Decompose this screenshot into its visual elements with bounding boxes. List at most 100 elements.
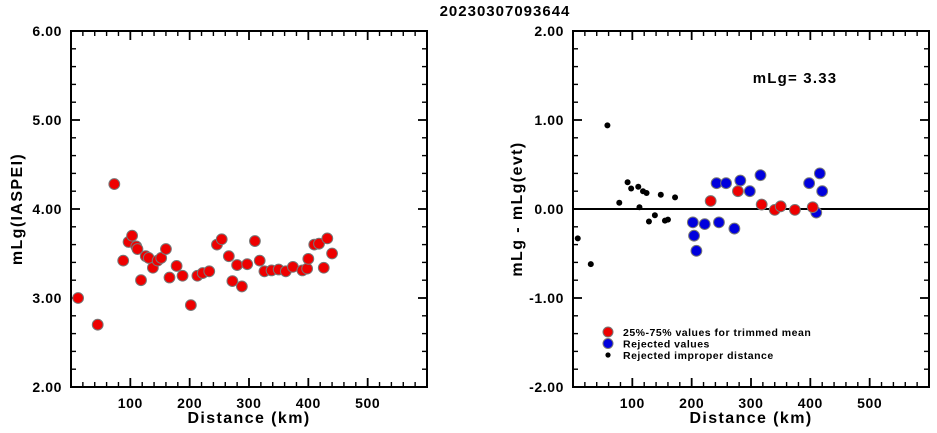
legend-label: Rejected improper distance	[623, 350, 774, 362]
data-point	[203, 265, 216, 278]
data-point	[253, 254, 266, 267]
data-point	[176, 269, 189, 282]
legend-marker	[605, 352, 611, 358]
right-panel-tick-labels: 100 200 300 400 500 -2.00 -1.00 0.00 1.00 2.00	[529, 23, 882, 411]
right-x-axis-label: Distance (km)	[689, 410, 812, 427]
data-point	[774, 200, 787, 213]
data-point	[587, 261, 594, 268]
y-tick-label: 5.00	[32, 112, 62, 128]
x-tick-label: 500	[355, 395, 380, 411]
left-panel-ticks	[70, 30, 428, 388]
left-panel: 100 200 300 400 500 2.00 3.00 4.00 5.00 6.00 Dist…	[9, 23, 428, 427]
left-y-axis-label: mLg(IASPEI)	[9, 153, 26, 265]
y-tick-label: 4.00	[32, 201, 62, 217]
data-point	[688, 229, 700, 242]
data-point	[704, 195, 717, 207]
data-point	[226, 275, 239, 287]
data-point	[616, 199, 623, 206]
data-point	[690, 244, 703, 257]
data-point	[160, 243, 172, 255]
x-tick-label: 100	[620, 395, 645, 411]
data-point	[326, 247, 338, 260]
data-point	[91, 318, 104, 331]
y-tick-label: 2.00	[32, 379, 62, 395]
data-point	[743, 185, 756, 198]
left-panel-data-points	[72, 178, 338, 331]
data-point	[672, 194, 679, 201]
data-point	[163, 271, 176, 284]
data-point	[313, 237, 325, 250]
y-tick-label: 2.00	[534, 23, 564, 39]
right-y-axis-label: mLg - mLg(evt)	[509, 141, 526, 276]
x-tick-label: 300	[738, 395, 763, 411]
data-point	[713, 216, 725, 229]
data-point	[803, 177, 816, 190]
data-point	[643, 189, 650, 196]
data-point	[734, 174, 747, 187]
data-point	[249, 235, 261, 247]
data-point	[222, 250, 235, 263]
y-tick-label: 1.00	[534, 112, 564, 128]
data-point	[624, 179, 631, 186]
data-point	[302, 252, 315, 265]
data-point	[317, 261, 330, 274]
data-point	[686, 216, 699, 229]
data-point	[664, 216, 671, 223]
data-point	[215, 233, 228, 246]
data-point	[755, 198, 768, 211]
x-tick-label: 400	[296, 395, 321, 411]
data-point	[72, 292, 85, 304]
data-point	[231, 259, 244, 271]
left-x-axis-label: Distance (km)	[187, 410, 310, 427]
data-point	[604, 122, 611, 129]
left-panel-tick-labels: 100 200 300 400 500 2.00 3.00 4.00 5.00 6.00	[32, 23, 380, 411]
y-tick-label: 6.00	[32, 23, 62, 39]
legend-marker	[602, 338, 614, 349]
data-point	[651, 212, 658, 219]
x-tick-label: 200	[177, 395, 202, 411]
right-panel: 100 200 300 400 500 -2.00 -1.00 0.00 1.00 2.00 mL…	[509, 23, 930, 427]
x-tick-label: 500	[857, 395, 882, 411]
data-point	[636, 204, 643, 211]
y-tick-label: -2.00	[529, 379, 564, 395]
data-point	[135, 274, 147, 287]
data-point	[728, 222, 741, 235]
data-point	[184, 299, 197, 312]
data-point	[170, 260, 183, 272]
data-point	[645, 218, 652, 225]
data-point	[720, 177, 732, 190]
data-point	[816, 185, 829, 198]
x-tick-label: 200	[679, 395, 704, 411]
y-tick-label: 0.00	[534, 201, 564, 217]
right-panel-data-points	[574, 122, 829, 268]
data-point	[635, 183, 642, 190]
data-point	[806, 201, 819, 214]
data-point	[732, 185, 744, 198]
data-point	[657, 191, 664, 198]
data-point	[754, 169, 767, 182]
data-point	[108, 178, 121, 190]
mlg-value-annotation: mLg= 3.33	[753, 70, 838, 87]
legend-label: 25%-75% values for trimmed mean	[623, 327, 811, 339]
legend-label: Rejected values	[623, 339, 710, 351]
plot-legend: 25%-75% values for trimmed meanRejected …	[602, 326, 811, 362]
x-tick-label: 100	[118, 395, 143, 411]
left-plot-frame	[70, 30, 428, 388]
data-point	[126, 229, 139, 242]
legend-marker	[602, 326, 614, 338]
data-point	[574, 235, 581, 242]
figure-title: 20230307093644	[440, 3, 571, 20]
x-tick-label: 400	[798, 395, 823, 411]
data-point	[698, 218, 711, 231]
data-point	[628, 185, 635, 192]
x-tick-label: 300	[236, 395, 261, 411]
data-point	[241, 258, 254, 271]
data-point	[301, 262, 314, 275]
data-point	[235, 280, 248, 293]
data-point	[321, 232, 334, 245]
data-point	[131, 243, 144, 255]
y-tick-label: -1.00	[529, 290, 564, 306]
data-point	[789, 203, 801, 216]
